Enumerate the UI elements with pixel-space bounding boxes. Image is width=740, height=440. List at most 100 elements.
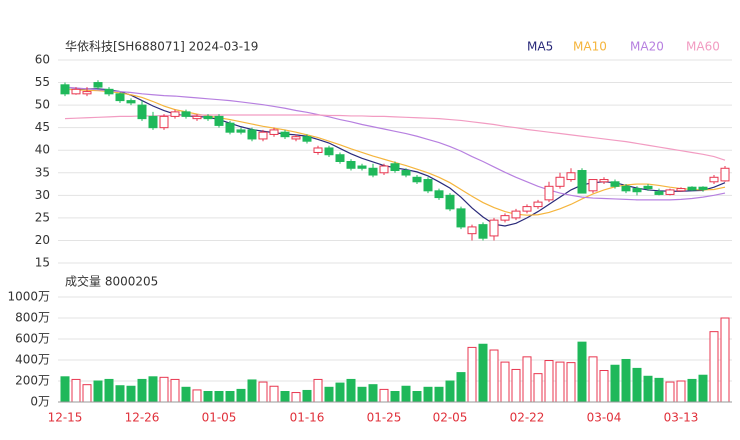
legend-label: MA60 <box>686 40 720 54</box>
candle-body <box>643 185 653 190</box>
volume-bar <box>357 386 367 403</box>
volume-title: 成交量 8000205 <box>65 274 158 289</box>
candle-body <box>577 170 587 194</box>
candle-body <box>632 188 642 193</box>
candle-body <box>599 179 609 183</box>
y-tick-label: 55 <box>35 75 50 89</box>
volume-bar <box>214 391 224 403</box>
legend-label: MA20 <box>630 40 664 54</box>
candle-body <box>137 104 147 120</box>
volume-bar <box>566 362 576 403</box>
candle-body <box>610 181 620 187</box>
volume-bar <box>720 317 730 403</box>
candle-body <box>423 179 433 192</box>
volume-bar <box>159 376 169 403</box>
volume-bar <box>621 358 631 403</box>
y-tick-label: 1000万 <box>7 290 50 304</box>
candle-body <box>346 161 356 169</box>
volume-bar <box>687 378 697 403</box>
candle-body <box>511 210 521 219</box>
volume-bar <box>71 378 81 403</box>
candle-body <box>236 129 246 133</box>
candle-body <box>368 167 378 176</box>
volume-bar <box>665 381 675 403</box>
candle-body <box>247 129 257 140</box>
volume-bar <box>489 349 499 403</box>
volume-bar <box>368 384 378 403</box>
candle-body <box>159 115 169 129</box>
y-tick-label: 60 <box>35 53 50 67</box>
x-tick-label: 01-16 <box>290 411 325 425</box>
candle-body <box>379 165 389 174</box>
candle-body <box>313 147 323 153</box>
volume-bar <box>115 385 125 403</box>
volume-bar <box>401 385 411 403</box>
candle-body <box>280 131 290 138</box>
candle-body <box>500 215 510 221</box>
volume-bar <box>148 376 158 403</box>
volume-bar <box>93 380 103 403</box>
volume-bar <box>379 388 389 403</box>
y-tick-label: 50 <box>35 98 50 112</box>
volume-bar <box>511 368 521 403</box>
candle-body <box>687 186 697 191</box>
volume-bar <box>291 392 301 403</box>
candle-body <box>104 88 114 95</box>
volume-bar <box>346 378 356 403</box>
volume-bar <box>104 378 114 403</box>
volume-bar <box>60 376 70 403</box>
x-tick-label: 03-04 <box>587 411 622 425</box>
candle-body <box>126 100 136 104</box>
volume-bar <box>610 364 620 403</box>
candle-body <box>357 165 367 169</box>
volume-bar <box>445 380 455 403</box>
ma-line <box>64 88 726 216</box>
x-tick-label: 01-05 <box>202 411 237 425</box>
volume-bar <box>698 374 708 403</box>
candle-body <box>654 191 664 195</box>
volume-bar <box>324 386 334 403</box>
candle-body <box>434 190 444 199</box>
x-tick-label: 02-05 <box>433 411 468 425</box>
candle-body <box>148 115 158 129</box>
volume-bar <box>500 361 510 403</box>
y-tick-label: 45 <box>35 120 50 134</box>
volume-bar <box>170 378 180 403</box>
candle-body <box>412 176 422 183</box>
volume-bar <box>577 341 587 403</box>
candle-body <box>93 82 103 88</box>
candle-body <box>720 167 730 182</box>
candle-body <box>269 129 279 135</box>
candle-body <box>115 93 125 102</box>
y-tick-label: 20 <box>35 233 50 247</box>
candle-body <box>478 224 488 239</box>
candle-body <box>60 84 70 95</box>
volume-bar <box>467 346 477 403</box>
volume-bar <box>126 385 136 403</box>
legend-label: MA5 <box>527 40 553 54</box>
candle-body <box>709 176 719 183</box>
y-tick-label: 25 <box>35 210 50 224</box>
candle-body <box>401 170 411 176</box>
legend-label: MA10 <box>573 40 607 54</box>
volume-bar <box>137 378 147 403</box>
candle-body <box>291 136 301 140</box>
x-tick-label: 12-15 <box>48 411 83 425</box>
candle-body <box>390 163 400 172</box>
volume-bar <box>302 389 312 403</box>
volume-bar <box>654 377 664 403</box>
candle-body <box>170 111 180 117</box>
volume-bar <box>313 378 323 403</box>
y-tick-label: 200万 <box>15 374 50 388</box>
candle-body <box>335 154 345 163</box>
x-tick-label: 02-22 <box>510 411 545 425</box>
y-tick-label: 0万 <box>30 395 50 409</box>
y-tick-label: 800万 <box>15 311 50 325</box>
volume-bar <box>522 356 532 403</box>
volume-bar <box>709 331 719 403</box>
volume-bar <box>269 385 279 403</box>
volume-bar <box>82 384 92 403</box>
x-tick-label: 01-25 <box>367 411 402 425</box>
y-tick-label: 400万 <box>15 353 50 367</box>
